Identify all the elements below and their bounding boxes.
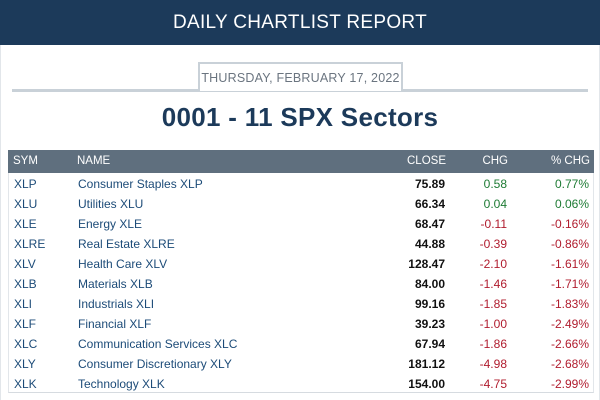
percent-change-value: 0.06%	[554, 197, 589, 211]
close-value: 39.23	[414, 317, 445, 331]
table-body: XLP Consumer Staples XLP 75.89 0.58 0.77% XLU…	[8, 173, 594, 393]
report-date: THURSDAY, FEBRUARY 17, 2022	[198, 62, 403, 91]
table-row[interactable]: XLF Financial XLF 39.23 -1.00 -2.49%	[8, 313, 594, 333]
change-value: -1.86	[479, 337, 507, 351]
chartlist-title: 0001 - 11 SPX Sectors	[161, 102, 439, 132]
symbol-link[interactable]: XLE	[14, 217, 37, 231]
sector-name-link[interactable]: Industrials XLI	[78, 297, 155, 311]
percent-change-value: -0.86%	[550, 237, 589, 251]
table-row[interactable]: XLB Materials XLB 84.00 -1.46 -1.71%	[8, 273, 594, 293]
table-row[interactable]: XLC Communication Services XLC 67.94 -1.86 -…	[8, 333, 594, 353]
table-row[interactable]: XLV Health Care XLV 128.47 -2.10 -1.61%	[8, 253, 594, 273]
table-row[interactable]: XLK Technology XLK 154.00 -4.75 -2.99%	[8, 373, 594, 393]
sector-name-link[interactable]: Materials XLB	[78, 277, 153, 291]
close-value: 154.00	[408, 377, 445, 391]
close-value: 75.89	[414, 177, 445, 191]
symbol-link[interactable]: XLK	[14, 377, 37, 391]
change-value: -1.46	[479, 277, 507, 291]
close-value: 128.47	[408, 257, 445, 271]
close-value: 84.00	[414, 277, 445, 291]
column-header-sym[interactable]: SYM	[13, 155, 38, 167]
table-row[interactable]: XLE Energy XLE 68.47 -0.11 -0.16%	[8, 213, 594, 233]
table-row[interactable]: XLU Utilities XLU 66.34 0.04 0.06%	[8, 193, 594, 213]
percent-change-value: -2.68%	[550, 357, 589, 371]
symbol-link[interactable]: XLRE	[14, 237, 46, 251]
percent-change-value: -0.16%	[550, 217, 589, 231]
sector-name-link[interactable]: Consumer Discretionary XLY	[78, 357, 232, 371]
percent-change-value: -2.49%	[550, 317, 589, 331]
change-value: -2.10	[479, 257, 507, 271]
change-value: -1.85	[479, 297, 507, 311]
close-value: 66.34	[414, 197, 445, 211]
change-value: -0.11	[480, 217, 507, 231]
change-value: 0.58	[483, 177, 507, 191]
table-row[interactable]: XLRE Real Estate XLRE 44.88 -0.39 -0.86%	[8, 233, 594, 253]
change-value: -1.00	[479, 317, 507, 331]
sector-name-link[interactable]: Energy XLE	[78, 217, 143, 231]
column-header-pct-chg[interactable]: % CHG	[551, 155, 590, 167]
percent-change-value: -1.71%	[550, 277, 589, 291]
report-date-label: THURSDAY, FEBRUARY 17, 2022	[201, 70, 400, 85]
close-value: 44.88	[414, 237, 445, 251]
column-header-close[interactable]: CLOSE	[407, 155, 446, 167]
sector-name-link[interactable]: Health Care XLV	[78, 257, 168, 271]
table-row[interactable]: XLY Consumer Discretionary XLY 181.12 -4.98…	[8, 353, 594, 373]
change-value: -0.39	[479, 237, 507, 251]
sector-name-link[interactable]: Communication Services XLC	[78, 337, 238, 351]
close-value: 99.16	[414, 297, 445, 311]
change-value: 0.04	[483, 197, 507, 211]
table-header: SYM NAME CLOSE CHG % CHG	[8, 150, 594, 173]
symbol-link[interactable]: XLI	[14, 297, 33, 311]
sector-name-link[interactable]: Consumer Staples XLP	[78, 177, 203, 191]
column-header-chg[interactable]: CHG	[482, 155, 508, 167]
sector-name-link[interactable]: Real Estate XLRE	[78, 237, 175, 251]
percent-change-value: -2.99%	[550, 377, 589, 391]
report-banner: DAILY CHARTLIST REPORT	[0, 0, 600, 45]
symbol-link[interactable]: XLP	[14, 177, 37, 191]
sector-name-link[interactable]: Technology XLK	[78, 377, 165, 391]
change-value: -4.98	[479, 357, 507, 371]
percent-change-value: 0.77%	[554, 177, 589, 191]
sector-table: SYM NAME CLOSE CHG % CHG XLP Consumer Sta…	[8, 150, 594, 393]
close-value: 68.47	[414, 217, 445, 231]
percent-change-value: -1.83%	[550, 297, 589, 311]
table-row[interactable]: XLP Consumer Staples XLP 75.89 0.58 0.77%	[8, 173, 594, 193]
table-row[interactable]: XLI Industrials XLI 99.16 -1.85 -1.83%	[8, 293, 594, 313]
symbol-link[interactable]: XLY	[14, 357, 36, 371]
sector-name-link[interactable]: Financial XLF	[78, 317, 152, 331]
symbol-link[interactable]: XLU	[14, 197, 38, 211]
symbol-link[interactable]: XLV	[14, 257, 36, 271]
change-value: -4.75	[479, 377, 507, 391]
symbol-link[interactable]: XLF	[14, 317, 37, 331]
banner-title: DAILY CHARTLIST REPORT	[172, 11, 428, 33]
close-value: 181.12	[408, 357, 445, 371]
percent-change-value: -2.66%	[550, 337, 589, 351]
percent-change-value: -1.61%	[550, 257, 589, 271]
frame-border-left	[0, 45, 1, 400]
symbol-link[interactable]: XLB	[14, 277, 37, 291]
sector-name-link[interactable]: Utilities XLU	[78, 197, 144, 211]
symbol-link[interactable]: XLC	[14, 337, 38, 351]
column-header-name[interactable]: NAME	[77, 155, 111, 167]
close-value: 67.94	[414, 337, 445, 351]
